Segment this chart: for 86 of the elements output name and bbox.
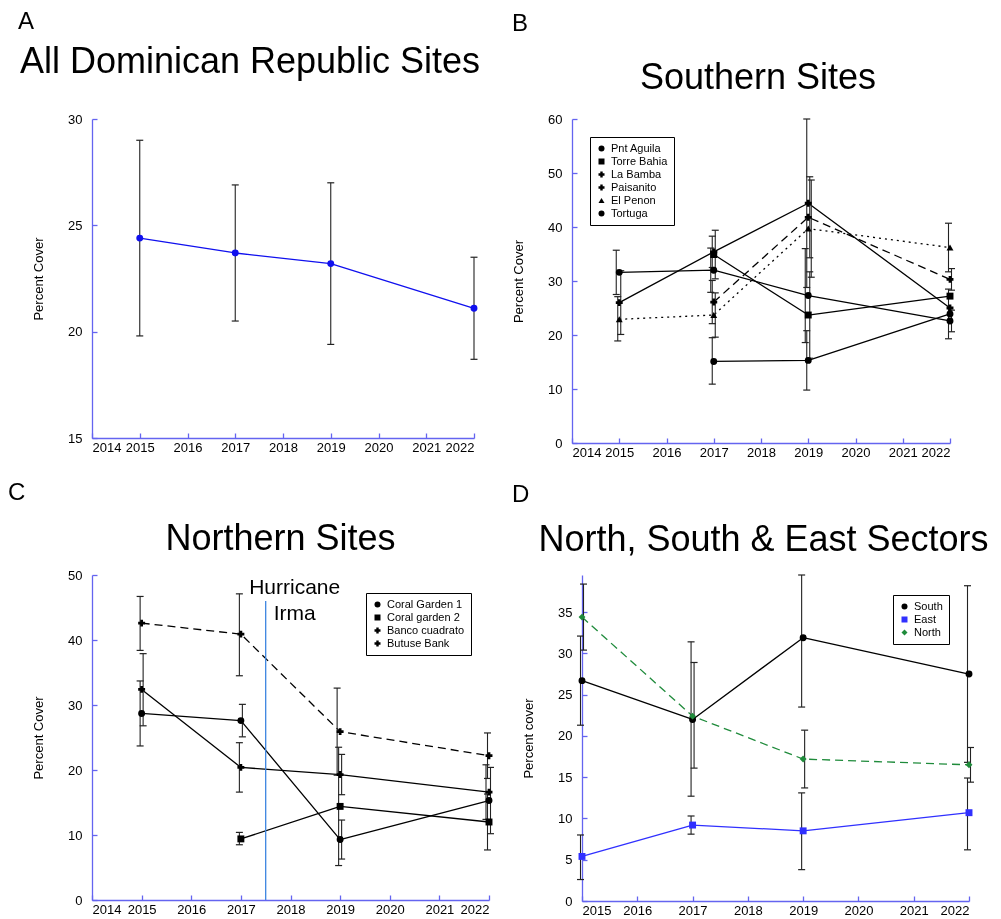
y-tick-label: 20	[68, 324, 83, 340]
y-tick-label: 15	[558, 769, 573, 785]
legend-label: Torre Bahia	[611, 154, 669, 167]
chart-title: All Dominican Republic Sites	[19, 40, 481, 81]
x-tick-label: 2017	[221, 439, 251, 455]
x-tick-label: 2014	[572, 444, 602, 460]
legend-label: El Penon	[611, 193, 656, 206]
x-tick-label: 2021	[888, 444, 918, 460]
legend-label: Coral garden 2	[387, 610, 460, 623]
x-tick-label: 2015	[605, 444, 635, 460]
legend-label: Tortuga	[611, 206, 649, 219]
x-tick-label: 2021	[899, 902, 929, 918]
legend-label: Coral Garden 1	[387, 597, 463, 610]
x-tick-label: 2014	[92, 439, 122, 455]
x-tick-label: 2015	[582, 902, 612, 918]
y-tick-label: 20	[558, 728, 573, 744]
x-tick-label: 2022	[460, 901, 490, 917]
x-tick-label: 2020	[844, 902, 874, 918]
legend-label: North	[914, 625, 941, 638]
y-tick-label: 30	[68, 697, 83, 713]
y-tick-label: 20	[548, 327, 563, 343]
y-tick-label: 0	[565, 893, 573, 909]
x-tick-label: 2015	[125, 439, 155, 455]
y-axis-title: Percent Cover	[31, 695, 47, 780]
y-tick-label: 5	[565, 852, 573, 868]
y-tick-label: 30	[548, 273, 563, 289]
legend-label: La Bamba	[611, 167, 663, 180]
y-tick-label: 20	[68, 762, 83, 778]
text: A	[18, 7, 35, 34]
legend-label: Banco cuadrato	[387, 623, 465, 636]
x-tick-label: 2016	[623, 902, 653, 918]
y-tick-label: 0	[555, 435, 563, 451]
chart-title: North, South & East Sectors	[538, 518, 989, 559]
x-tick-label: 2016	[177, 901, 207, 917]
chart-title: Southern Sites	[639, 56, 877, 97]
x-tick-label: 2018	[276, 901, 306, 917]
y-tick-label: 40	[548, 219, 563, 235]
x-tick-label: 2020	[364, 439, 394, 455]
text: D	[512, 480, 530, 507]
y-tick-label: 50	[68, 567, 83, 583]
x-tick-label: 2022	[445, 439, 475, 455]
x-tick-label: 2020	[841, 444, 871, 460]
y-tick-label: 30	[558, 645, 573, 661]
legend-label: South	[914, 599, 943, 612]
x-tick-label: 2021	[425, 901, 455, 917]
text: B	[512, 9, 529, 36]
legend-label: Pnt Aguila	[611, 141, 662, 154]
x-tick-label: 2019	[789, 902, 819, 918]
y-tick-label: 25	[68, 217, 83, 233]
x-tick-label: 2019	[794, 444, 824, 460]
y-tick-label: 10	[68, 827, 83, 843]
y-tick-label: 10	[548, 381, 563, 397]
x-tick-label: 2022	[940, 902, 970, 918]
y-tick-label: 15	[68, 430, 83, 446]
x-tick-label: 2017	[678, 902, 708, 918]
y-tick-label: 35	[558, 604, 573, 620]
y-tick-label: 30	[68, 111, 83, 127]
x-tick-label: 2014	[92, 901, 122, 917]
x-tick-label: 2019	[316, 439, 346, 455]
chart-title: Northern Sites	[165, 517, 396, 558]
x-tick-label: 2022	[921, 444, 951, 460]
y-axis-title: Percent cover	[521, 697, 537, 779]
y-tick-label: 50	[548, 165, 563, 181]
text: C	[8, 478, 26, 505]
x-tick-label: 2019	[326, 901, 356, 917]
y-axis-title: Percent Cover	[511, 239, 527, 324]
y-tick-label: 25	[558, 687, 573, 703]
x-tick-label: 2017	[699, 444, 729, 460]
x-tick-label: 2020	[375, 901, 405, 917]
y-tick-label: 10	[558, 810, 573, 826]
x-tick-label: 2016	[173, 439, 203, 455]
x-tick-label: 2015	[127, 901, 157, 917]
ref-line-label: Hurricane Irma	[249, 575, 341, 624]
legend-label: Paisanito	[611, 180, 657, 193]
x-tick-label: 2018	[733, 902, 763, 918]
y-tick-label: 0	[75, 892, 83, 908]
y-tick-label: 40	[68, 632, 83, 648]
x-tick-label: 2018	[269, 439, 298, 455]
y-tick-label: 60	[548, 111, 563, 127]
y-axis-title: Percent Cover	[31, 236, 47, 321]
x-tick-label: 2017	[226, 901, 256, 917]
x-tick-label: 2016	[652, 444, 682, 460]
legend-label: East	[914, 612, 937, 625]
x-tick-label: 2018	[747, 444, 776, 460]
legend-label: Butuse Bank	[387, 636, 450, 649]
x-tick-label: 2021	[412, 439, 442, 455]
